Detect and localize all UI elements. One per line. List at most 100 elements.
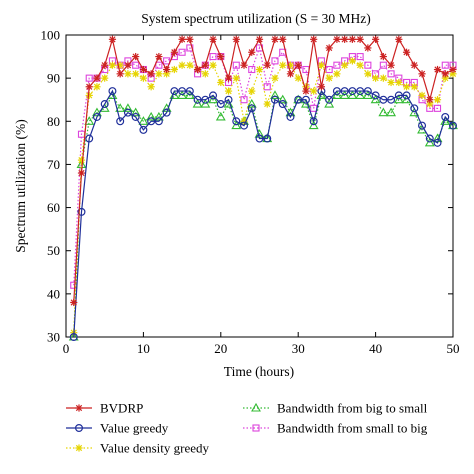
data-point-bandwidth-from-small-to-big: [333, 61, 341, 69]
data-point-bvdrp: [379, 52, 387, 61]
data-point-value-greedy: [69, 333, 78, 342]
data-point-value-density-greedy: [279, 61, 287, 69]
data-point-bvdrp: [255, 35, 264, 43]
data-point-bandwidth-from-small-to-big: [85, 74, 93, 82]
data-point-bandwidth-from-small-to-big: [271, 57, 279, 65]
data-point-value-greedy: [363, 87, 372, 96]
legend-marker-bandwidth-from-small-to-big: [252, 424, 260, 432]
y-tick-label: 70: [47, 157, 60, 172]
x-tick-label: 10: [137, 341, 150, 356]
data-point-bandwidth-from-small-to-big: [248, 65, 256, 74]
data-point-bandwidth-from-big-to-small: [270, 90, 280, 99]
legend-item-bvdrp: BVDRP: [66, 401, 143, 416]
data-point-value-density-greedy: [402, 83, 411, 91]
data-point-bandwidth-from-big-to-small: [215, 111, 226, 121]
data-point-bvdrp: [302, 87, 310, 95]
data-point-bandwidth-from-big-to-small: [440, 116, 451, 125]
legend-marker-bvdrp: [75, 404, 83, 412]
data-point-value-greedy: [379, 95, 388, 104]
data-point-bandwidth-from-big-to-small: [339, 90, 350, 99]
data-point-value-greedy: [441, 112, 450, 121]
data-point-bandwidth-from-big-to-small: [130, 107, 141, 117]
data-point-value-greedy: [201, 95, 210, 104]
series-bvdrp: [70, 35, 457, 307]
x-tick-label: 20: [214, 341, 227, 356]
data-point-bandwidth-from-big-to-small: [192, 98, 203, 108]
data-point-value-density-greedy: [147, 83, 155, 91]
data-point-bandwidth-from-big-to-small: [115, 103, 126, 112]
legend-marker-value-greedy: [74, 424, 83, 433]
data-point-value-greedy: [263, 134, 272, 143]
data-point-bandwidth-from-small-to-big: [364, 61, 372, 69]
x-axis-label: Time (hours): [224, 364, 294, 379]
data-point-value-greedy: [301, 95, 310, 104]
data-point-value-density-greedy: [348, 57, 356, 65]
data-point-bvdrp: [124, 61, 132, 69]
data-point-value-greedy: [394, 91, 403, 100]
series-line-value-greedy: [73, 89, 454, 338]
data-point-value-greedy: [356, 87, 365, 96]
data-point-bvdrp: [224, 74, 233, 82]
legend-marker-bandwidth-from-big-to-small: [251, 402, 261, 412]
legend-item-value-greedy: Value greedy: [66, 421, 169, 436]
series-bandwidth-from-big-to-small: [68, 90, 458, 341]
data-point-value-density-greedy: [379, 74, 387, 82]
data-point-value-greedy: [147, 117, 156, 126]
data-point-bvdrp: [170, 48, 178, 56]
data-point-bandwidth-from-big-to-small: [122, 103, 133, 112]
data-point-bvdrp: [201, 61, 209, 69]
legend: BVDRP Value greedy Value density greedy Ban…: [66, 401, 428, 456]
data-point-bandwidth-from-big-to-small: [92, 107, 102, 117]
legend-item-bandwidth-from-big-to-small: Bandwidth from big to small: [243, 401, 428, 416]
data-point-bvdrp: [155, 52, 163, 61]
data-point-bvdrp: [433, 65, 442, 74]
data-point-bvdrp: [325, 44, 333, 52]
data-point-value-density-greedy: [271, 74, 279, 82]
series-value-density-greedy: [70, 57, 457, 337]
data-point-bvdrp: [85, 83, 93, 91]
data-point-value-greedy: [123, 108, 132, 117]
data-point-value-density-greedy: [186, 61, 194, 69]
data-point-value-greedy: [216, 100, 225, 109]
chart-title: System spectrum utilization (S = 30 MHz): [141, 11, 371, 26]
data-point-value-greedy: [294, 95, 303, 104]
data-point-value-density-greedy: [124, 70, 132, 78]
data-point-value-greedy: [387, 95, 396, 104]
data-point-value-greedy: [410, 104, 419, 113]
data-point-value-density-greedy: [217, 78, 225, 87]
data-point-bvdrp: [279, 35, 287, 43]
data-point-bandwidth-from-big-to-small: [184, 90, 195, 99]
data-point-bandwidth-from-small-to-big: [232, 61, 240, 69]
x-tick-label: 50: [447, 341, 460, 356]
x-tick-label: 30: [292, 341, 305, 356]
data-point-value-greedy: [77, 207, 86, 216]
data-point-value-greedy: [340, 87, 349, 96]
data-point-bandwidth-from-big-to-small: [370, 94, 381, 104]
data-point-value-greedy: [240, 121, 249, 130]
x-axis: 0 10 20 30 40 50: [63, 35, 460, 356]
data-point-bandwidth-from-big-to-small: [316, 90, 327, 99]
data-point-bvdrp: [147, 70, 155, 78]
data-point-value-density-greedy: [410, 83, 418, 91]
data-point-bandwidth-from-big-to-small: [146, 111, 157, 121]
data-point-value-density-greedy: [372, 74, 380, 82]
x-tick-label: 40: [369, 341, 382, 356]
data-point-value-greedy: [255, 134, 264, 143]
data-point-value-density-greedy: [77, 156, 86, 164]
data-point-bandwidth-from-big-to-small: [231, 120, 242, 130]
data-point-bvdrp: [217, 52, 225, 61]
data-point-value-density-greedy: [294, 74, 302, 82]
legend-item-value-density-greedy: Value density greedy: [66, 441, 210, 456]
data-point-value-greedy: [131, 112, 140, 121]
data-point-bvdrp: [395, 35, 403, 43]
data-point-bvdrp: [240, 61, 248, 69]
legend-label: Bandwidth from small to big: [277, 421, 428, 436]
data-point-value-greedy: [325, 95, 334, 104]
series-layer: [68, 35, 458, 342]
data-point-bvdrp: [364, 44, 372, 52]
data-point-bandwidth-from-big-to-small: [424, 137, 435, 147]
data-point-bvdrp: [101, 61, 109, 69]
x-tick-label: 0: [63, 341, 70, 356]
series-line-bandwidth-from-big-to-small: [73, 94, 454, 338]
data-point-bandwidth-from-small-to-big: [325, 65, 333, 74]
